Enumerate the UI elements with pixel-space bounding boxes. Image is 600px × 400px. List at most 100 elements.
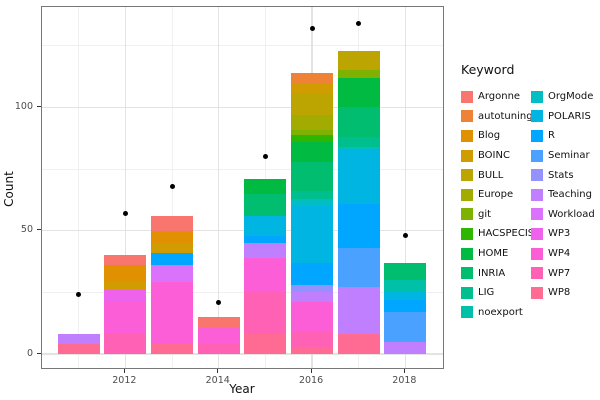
bar-segment-OrgMode bbox=[291, 198, 334, 207]
x-axis-tick bbox=[403, 369, 405, 373]
legend-item-label: INRIA bbox=[478, 267, 506, 279]
legend-item: LIG bbox=[461, 283, 534, 303]
y-minor-gridline bbox=[42, 45, 443, 47]
legend-item: R bbox=[531, 126, 595, 146]
legend-swatch-Europe bbox=[461, 188, 473, 201]
y-axis-title: Count bbox=[2, 171, 16, 207]
bar-segment-autotuning bbox=[291, 72, 334, 83]
legend-item-label: BOINC bbox=[478, 150, 510, 162]
legend-item: HOME bbox=[461, 244, 534, 264]
legend-item: noexport bbox=[461, 303, 534, 323]
legend-swatch-WP4 bbox=[531, 247, 543, 260]
bar-segment-WP4 bbox=[197, 326, 240, 345]
x-axis-tick bbox=[310, 369, 312, 373]
bar-segment-R bbox=[337, 203, 380, 248]
legend-swatch-HACSPECIS bbox=[461, 227, 473, 240]
bar-segment-Seminar bbox=[384, 312, 427, 342]
y-tick-label: 100 bbox=[14, 100, 33, 112]
legend-item-label: WP8 bbox=[548, 287, 571, 299]
bar-segment-Teaching bbox=[384, 341, 427, 354]
legend-item-label: HACSPECIS bbox=[478, 228, 535, 240]
bar-segment-Workload bbox=[151, 265, 194, 283]
y-major-gridline bbox=[42, 106, 443, 109]
legend-swatch-Argonne bbox=[461, 90, 473, 103]
bar-segment-BULL bbox=[337, 50, 380, 71]
legend: Keyword Argonne autotuning Blog BOINC BULL Eu… bbox=[461, 62, 595, 319]
bar-segment-INRIA bbox=[384, 262, 427, 280]
bar-segment-R bbox=[244, 235, 287, 244]
legend-item-label: BULL bbox=[478, 169, 504, 181]
bar-segment-Blog bbox=[151, 230, 194, 244]
total-dot bbox=[76, 292, 82, 298]
legend-item-label: Blog bbox=[478, 130, 501, 142]
legend-item-label: R bbox=[548, 130, 555, 142]
bar-segment-BOINC bbox=[104, 282, 147, 290]
legend-swatch-Stats bbox=[531, 169, 543, 182]
legend-swatch-R bbox=[531, 129, 543, 142]
bar-segment-git bbox=[337, 70, 380, 78]
bar-segment-POLARIS bbox=[384, 292, 427, 300]
bar-segment-WP7 bbox=[244, 292, 287, 335]
total-dot bbox=[262, 154, 268, 160]
bar-segment-BULL bbox=[291, 92, 334, 115]
legend-swatch-Teaching bbox=[531, 188, 543, 201]
bar-segment-HOME bbox=[244, 178, 287, 194]
bar-segment-WP8 bbox=[57, 344, 100, 354]
legend-item: Stats bbox=[531, 165, 595, 185]
legend-swatch-noexport bbox=[461, 306, 473, 319]
legend-item: BULL bbox=[461, 165, 534, 185]
y-tick-label: 50 bbox=[20, 224, 33, 236]
legend-swatch-OrgMode bbox=[531, 90, 543, 103]
legend-item: Workload bbox=[531, 205, 595, 225]
legend-item: Argonne bbox=[461, 87, 534, 107]
bar-segment-WP4 bbox=[244, 257, 287, 293]
legend-item: WP4 bbox=[531, 244, 595, 264]
bar-segment-git bbox=[291, 129, 334, 135]
bar-segment-HOME bbox=[337, 77, 380, 108]
plot-panel bbox=[41, 6, 444, 369]
y-minor-gridline bbox=[42, 291, 443, 293]
legend-item-label: Workload bbox=[548, 208, 595, 220]
bar-segment-POLARIS bbox=[244, 215, 287, 236]
x-minor-gridline bbox=[78, 7, 80, 368]
legend-item-label: LIG bbox=[478, 287, 495, 299]
bar-segment-R bbox=[384, 299, 427, 313]
legend-item-label: WP4 bbox=[548, 248, 571, 260]
legend-item-label: OrgMode bbox=[548, 91, 594, 103]
bar-segment-WP8 bbox=[337, 334, 380, 354]
total-dot bbox=[309, 25, 315, 31]
bar-segment-Blog bbox=[104, 265, 147, 283]
legend-item: POLARIS bbox=[531, 107, 595, 127]
bar-segment-noexport bbox=[384, 280, 427, 293]
legend-item: WP3 bbox=[531, 224, 595, 244]
legend-swatch-Seminar bbox=[531, 149, 543, 162]
bar-segment-WP4 bbox=[151, 282, 194, 345]
bar-segment-INRIA bbox=[244, 193, 287, 216]
legend-item-label: noexport bbox=[478, 306, 523, 318]
bar-segment-Teaching bbox=[291, 292, 334, 303]
legend-swatch-autotuning bbox=[461, 110, 473, 123]
legend-item: OrgMode bbox=[531, 87, 595, 107]
bar-segment-WP4 bbox=[291, 302, 334, 332]
legend-swatch-LIG bbox=[461, 286, 473, 299]
x-tick-label: 2018 bbox=[392, 375, 417, 386]
bar-segment-Europe bbox=[291, 114, 334, 130]
bar-segment-WP8 bbox=[291, 346, 334, 354]
legend-item-label: WP3 bbox=[548, 228, 571, 240]
legend-item-label: Seminar bbox=[548, 150, 590, 162]
bar-segment-BOINC bbox=[291, 82, 334, 93]
bar-segment-WP7 bbox=[197, 344, 240, 354]
legend-item-label: WP7 bbox=[548, 267, 571, 279]
total-dot bbox=[169, 183, 175, 189]
bar-segment-LIG bbox=[291, 191, 334, 199]
x-tick-label: 2016 bbox=[298, 375, 324, 386]
total-dot bbox=[216, 299, 222, 305]
legend-item: git bbox=[461, 205, 534, 225]
legend-swatch-WP8 bbox=[531, 286, 543, 299]
legend-item-label: HOME bbox=[478, 248, 509, 260]
legend-item-label: Argonne bbox=[478, 91, 521, 103]
legend-swatch-WP3 bbox=[531, 227, 543, 240]
bar-segment-R bbox=[151, 252, 194, 266]
bar-segment-Argonne bbox=[104, 255, 147, 266]
total-dot bbox=[356, 21, 362, 27]
